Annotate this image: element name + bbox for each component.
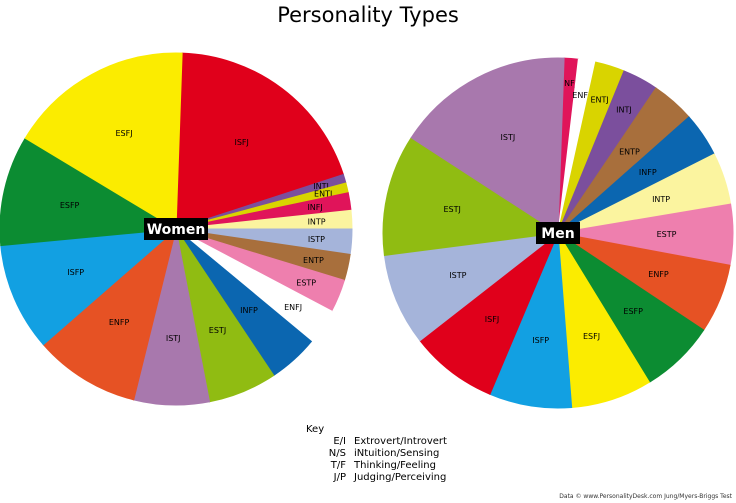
slice-label-isfp: ISFP: [532, 336, 549, 345]
slice-label-esfp: ESFP: [623, 307, 643, 316]
slice-label-intp: INTP: [308, 218, 326, 227]
key-abbr: E/I: [333, 436, 346, 447]
slice-label-entp: ENTP: [303, 256, 324, 265]
center-label-box: [536, 222, 580, 244]
pie-men: INFJ ENFJ ENTJ INTJ ENTP INFP INTP ESTP ENFP ESFP…: [382, 57, 734, 409]
key-abbr: N/S: [328, 448, 346, 459]
slice-label-estj: ESTJ: [444, 205, 461, 214]
slice-label-intp: INTP: [652, 195, 670, 204]
slice-label-enfp: ENFP: [648, 270, 669, 279]
slice-label-istp: ISTP: [308, 235, 325, 244]
key-row: J/P Judging/Perceiving: [306, 472, 447, 484]
slice-label-isfp: ISFP: [67, 268, 84, 277]
slice-label-enfj: ENFJ: [572, 91, 590, 100]
key-row: E/I Extrovert/Introvert: [306, 436, 447, 448]
slice-label-intj: INTJ: [313, 182, 329, 191]
center-label: Men: [541, 226, 574, 242]
key-row: N/S iNtuition/Sensing: [306, 448, 447, 460]
key-text: iNtuition/Sensing: [354, 448, 440, 459]
key-abbr: J/P: [333, 472, 346, 483]
slice-label-estp: ESTP: [657, 230, 677, 239]
center-label: Women: [147, 222, 206, 238]
pie-slice-isfj: [175, 52, 345, 230]
pie-slice-estj: [382, 137, 560, 256]
slice-label-infp: INFP: [639, 168, 657, 177]
slice-label-esfj: ESFJ: [115, 129, 132, 138]
pie-slice-esfj: [24, 52, 183, 230]
slice-label-enfj: ENFJ: [284, 303, 302, 312]
center-label-box: [144, 218, 208, 240]
slice-label-isfj: ISFJ: [485, 315, 499, 324]
pie-slice-istp: [383, 232, 560, 342]
pie-slice-isfj: [419, 231, 560, 395]
slice-label-enfp: ENFP: [109, 318, 130, 327]
slice-label-esfj: ESFJ: [583, 332, 600, 341]
pie-slice-isfp: [0, 228, 178, 346]
slice-label-istj: ISTJ: [501, 133, 516, 142]
slice-label-esfp: ESFP: [60, 201, 80, 210]
pie-slice-enfp: [42, 227, 177, 401]
slice-label-entp: ENTP: [619, 147, 640, 156]
key-row: T/F Thinking/Feeling: [306, 460, 447, 472]
chart-title: Personality Types: [277, 3, 459, 27]
key-text: Thinking/Feeling: [354, 460, 436, 471]
slice-label-intj: INTJ: [616, 106, 632, 115]
slice-label-infj: INFJ: [307, 203, 322, 212]
slice-label-infj: INFJ: [562, 79, 577, 88]
slice-label-estj: ESTJ: [209, 326, 226, 335]
key-text: Extrovert/Introvert: [354, 436, 447, 447]
slice-label-istp: ISTP: [449, 271, 466, 280]
key-legend: Key E/I Extrovert/Introvert N/S iNtuitio…: [306, 424, 447, 484]
slice-label-infp: INFP: [240, 306, 258, 315]
slice-label-estp: ESTP: [296, 279, 316, 288]
pie-slice-esfp: [0, 137, 178, 247]
slice-label-istj: ISTJ: [166, 334, 181, 343]
pie-slice-istj: [410, 57, 565, 234]
source-note: Data © www.PersonalityDesk.com Jung/Myer…: [559, 493, 732, 500]
slice-label-entj: ENTJ: [314, 190, 332, 199]
key-text: Judging/Perceiving: [354, 472, 447, 483]
key-abbr: T/F: [330, 460, 346, 471]
key-title: Key: [306, 424, 325, 435]
slice-label-isfj: ISFJ: [234, 138, 248, 147]
slice-label-entj: ENTJ: [590, 95, 608, 104]
